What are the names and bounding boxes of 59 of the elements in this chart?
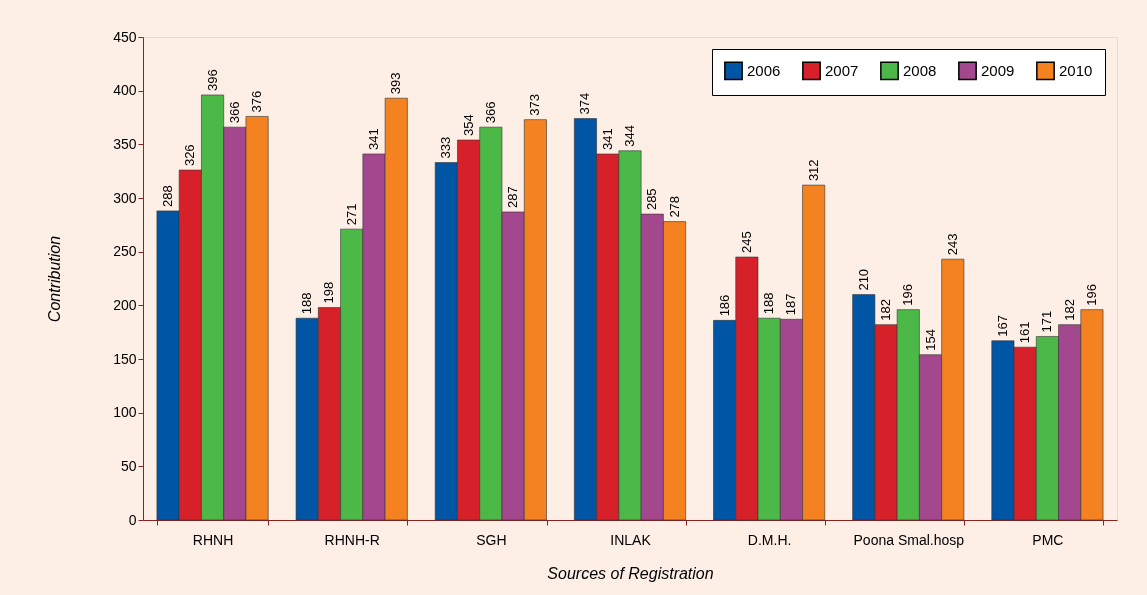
data-label: 243	[944, 233, 960, 256]
x-tick-label: Poona Smal.hosp	[853, 531, 965, 548]
y-tick-label: 150	[113, 350, 137, 367]
data-label: 285	[644, 188, 660, 211]
data-label: 373	[527, 93, 543, 116]
data-label: 376	[249, 90, 265, 113]
data-label: 187	[783, 293, 799, 316]
y-tick-label: 50	[120, 457, 137, 474]
y-tick-label: 300	[113, 189, 137, 206]
y-tick-label: 400	[113, 82, 137, 99]
data-label: 171	[1039, 310, 1055, 333]
data-label: 245	[738, 231, 754, 254]
legend-label: 2010	[1059, 61, 1093, 79]
data-label: 278	[666, 195, 682, 218]
data-label: 333	[438, 136, 454, 159]
data-label: 196	[900, 283, 916, 306]
data-label: 288	[160, 185, 176, 207]
x-tick-label: D.M.H.	[747, 531, 792, 548]
y-tick-label: 350	[113, 135, 137, 152]
data-label: 271	[343, 203, 359, 226]
x-tick-label: SGH	[476, 531, 507, 548]
data-label: 154	[922, 329, 938, 351]
y-axis-title: Contribution	[46, 235, 64, 323]
data-label: 182	[1061, 298, 1077, 321]
y-tick-label: 100	[113, 404, 137, 421]
data-label: 393	[388, 72, 404, 95]
x-tick-label: RHNH-R	[324, 531, 380, 548]
legend-label: 2006	[747, 61, 781, 79]
data-label: 287	[505, 186, 521, 208]
data-label: 396	[204, 69, 220, 91]
data-label: 366	[226, 101, 242, 124]
y-tick-label: 200	[113, 296, 137, 313]
data-label: 312	[805, 159, 821, 182]
data-label: 344	[622, 125, 637, 147]
legend-label: 2007	[825, 61, 859, 79]
data-label: 341	[365, 128, 381, 150]
data-label: 161	[1017, 321, 1033, 344]
data-label: 167	[994, 315, 1010, 337]
data-label: 374	[577, 92, 593, 115]
y-tick-label: 250	[113, 243, 137, 260]
data-label: 186	[716, 294, 732, 317]
x-tick-label: INLAK	[610, 531, 652, 548]
data-label: 341	[599, 128, 615, 150]
x-tick-label: PMC	[1032, 531, 1064, 548]
data-label: 366	[482, 101, 498, 124]
data-label: 182	[878, 298, 894, 321]
x-tick-label: RHNH	[192, 531, 234, 548]
data-label: 188	[761, 292, 777, 315]
y-tick-label: 0	[128, 511, 137, 528]
data-label: 198	[321, 281, 337, 304]
x-axis-title: Sources of Registration	[547, 564, 714, 582]
data-label: 210	[855, 268, 871, 291]
y-tick-label: 450	[113, 28, 137, 45]
data-label: 326	[182, 144, 198, 167]
data-label: 354	[460, 114, 476, 137]
data-label: 188	[299, 292, 315, 315]
data-label: 196	[1083, 283, 1099, 306]
legend-label: 2009	[981, 61, 1015, 79]
legend-label: 2008	[903, 61, 937, 79]
